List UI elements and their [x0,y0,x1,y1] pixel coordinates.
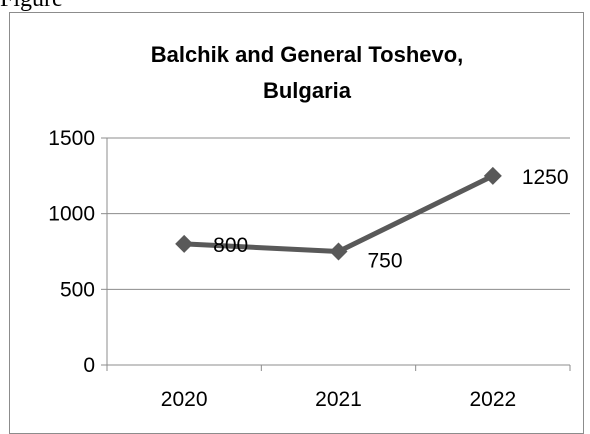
y-tick-label-0: 0 [83,354,95,377]
y-tick-label-500: 500 [60,278,95,301]
line-chart: Balchik and General Toshevo, Bulgaria 0 50… [48,42,571,411]
data-point-2022 [483,166,502,185]
x-tick-label-2021: 2021 [315,388,362,411]
chart-title: Balchik and General Toshevo, Bulgaria [151,42,464,103]
x-tick-label-2022: 2022 [469,388,516,411]
y-tick-label-1500: 1500 [48,127,95,150]
chart-frame [9,12,584,434]
data-label-2021: 750 [368,250,403,273]
gridlines [107,137,570,290]
chart-title-line-2: Bulgaria [263,78,352,103]
chart-title-line-1: Balchik and General Toshevo, [151,42,464,67]
data-point-2020 [175,234,194,253]
x-axis-tick-labels: 2020 2021 2022 [161,388,516,411]
y-axis-tick-labels: 0 500 1000 1500 [48,127,95,377]
y-tick-label-1000: 1000 [48,203,95,226]
data-labels: 800 750 1250 [213,166,568,273]
x-tick-label-2020: 2020 [161,388,208,411]
axes [101,137,571,371]
data-point-2021 [329,242,348,261]
data-label-2022: 1250 [522,166,569,189]
series [175,166,502,261]
data-label-2020: 800 [213,234,248,257]
above-chart-text: Figure [0,0,63,13]
